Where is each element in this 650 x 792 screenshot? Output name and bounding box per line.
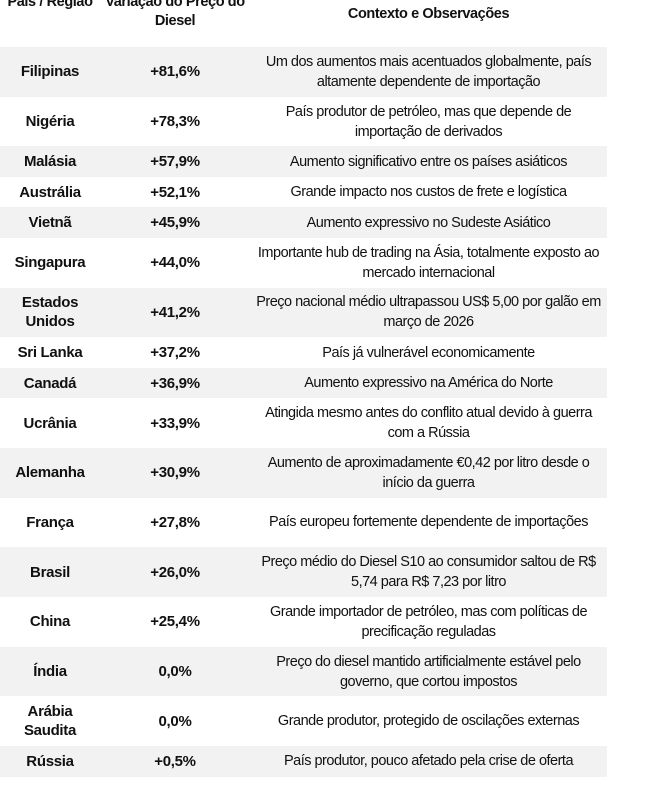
table-row: Estados Unidos +41,2% Preço nacional médio… (0, 287, 607, 338)
table-row: Austrália +52,1% Grande impacto nos custos… (0, 177, 607, 208)
diesel-price-table: País / Região Variação do Preço do Diese… (0, 0, 607, 777)
context-cell: País já vulnerável economicamente (322, 344, 535, 361)
country-cell: Singapura (14, 254, 86, 272)
table-row: Rússia +0,5% País produtor, pouco afetado … (0, 746, 607, 777)
table-row: França +27,8% País europeu fortemente depe… (0, 498, 607, 548)
country-cell: Canadá (23, 374, 77, 392)
context-cell: Preço médio do Diesel S10 ao consumidor … (261, 554, 596, 591)
table-row: Nigéria +78,3% País produtor de petróleo, … (0, 97, 607, 147)
context-cell: Grande importador de petróleo, mas com p… (269, 603, 588, 640)
variation-cell: +26,0% (150, 563, 200, 581)
variation-cell: +57,9% (150, 153, 200, 171)
country-cell: Vietnã (28, 214, 72, 232)
table-row: Canadá +36,9% Aumento expressivo na Améric… (0, 367, 607, 399)
context-cell: Importante hub de trading na Ásia, total… (257, 244, 600, 281)
table-row: Índia 0,0% Preço do diesel mantido artific… (0, 646, 607, 697)
context-cell: Aumento significativo entre os países as… (289, 153, 568, 170)
table-body: Filipinas +81,6% Um dos aumentos mais acen… (0, 47, 607, 777)
table-row: Arábia Saudita 0,0% Grande produtor, prote… (0, 696, 607, 746)
variation-cell: +0,5% (154, 752, 196, 770)
variation-cell: 0,0% (158, 712, 192, 730)
country-cell: Sri Lanka (17, 344, 83, 361)
context-cell: País produtor de petróleo, mas que depen… (285, 103, 572, 140)
table-row: Filipinas +81,6% Um dos aumentos mais acen… (0, 47, 607, 97)
context-cell: Aumento de aproximadamente €0,42 por lit… (267, 454, 590, 491)
variation-cell: +81,6% (150, 63, 200, 81)
variation-cell: +30,9% (150, 464, 200, 482)
context-cell: País europeu fortemente dependente de im… (269, 514, 588, 531)
variation-cell: +25,4% (150, 613, 200, 631)
table-row: Ucrânia +33,9% Atingida mesmo antes do con… (0, 398, 607, 448)
country-cell: Brasil (30, 563, 70, 581)
variation-cell: +78,3% (150, 113, 200, 131)
variation-cell: +36,9% (150, 374, 200, 392)
table-row: Alemanha +30,9% Aumento de aproximadamente… (0, 447, 607, 498)
country-cell: Nigéria (25, 113, 75, 131)
context-cell: Grande produtor, protegido de oscilações… (277, 713, 580, 730)
variation-cell: +37,2% (150, 344, 200, 361)
variation-cell: 0,0% (158, 663, 192, 681)
country-cell: Índia (33, 663, 67, 681)
table-row: Malásia +57,9% Aumento significativo entre… (0, 146, 607, 177)
country-cell: Rússia (26, 752, 74, 770)
table-row: China +25,4% Grande importador de petróleo… (0, 597, 607, 647)
variation-cell: +41,2% (150, 303, 200, 321)
header-country: País / Região (7, 0, 93, 10)
variation-cell: +44,0% (150, 254, 200, 272)
context-cell: Um dos aumentos mais acentuados globalme… (265, 53, 592, 90)
country-cell: Ucrânia (23, 414, 77, 432)
context-cell: Preço do diesel mantido artificialmente … (276, 653, 581, 690)
country-cell: Austrália (19, 183, 81, 201)
table-row: Sri Lanka +37,2% País já vulnerável econom… (0, 337, 607, 368)
country-cell: Filipinas (20, 63, 80, 81)
country-cell: China (29, 613, 71, 631)
variation-cell: +27,8% (150, 513, 200, 531)
table-row: Vietnã +45,9% Aumento expressivo no Sudest… (0, 207, 607, 238)
header-variation: Variação do Preço do Diesel (105, 0, 245, 29)
table-row: Singapura +44,0% Importante hub de trading… (0, 238, 607, 288)
context-cell: Grande impacto nos custos de frete e log… (290, 184, 567, 201)
country-cell: Malásia (23, 153, 77, 171)
context-cell: Aumento expressivo no Sudeste Asiático (306, 214, 551, 231)
country-cell: Arábia Saudita (23, 703, 77, 740)
variation-cell: +52,1% (150, 183, 200, 201)
table-row: Brasil +26,0% Preço médio do Diesel S10 ao… (0, 547, 607, 597)
context-cell: Preço nacional médio ultrapassou US$ 5,0… (256, 294, 601, 331)
table-header: País / Região Variação do Preço do Diese… (0, 0, 607, 47)
country-cell: França (26, 513, 74, 531)
variation-cell: +45,9% (150, 214, 200, 232)
context-cell: País produtor, pouco afetado pela crise … (283, 753, 574, 770)
variation-cell: +33,9% (150, 414, 200, 432)
country-cell: Alemanha (15, 464, 85, 482)
country-cell: Estados Unidos (21, 294, 79, 331)
header-context: Contexto e Observações (347, 6, 510, 22)
context-cell: Atingida mesmo antes do conflito atual d… (265, 405, 592, 442)
context-cell: Aumento expressivo na América do Norte (304, 375, 553, 391)
